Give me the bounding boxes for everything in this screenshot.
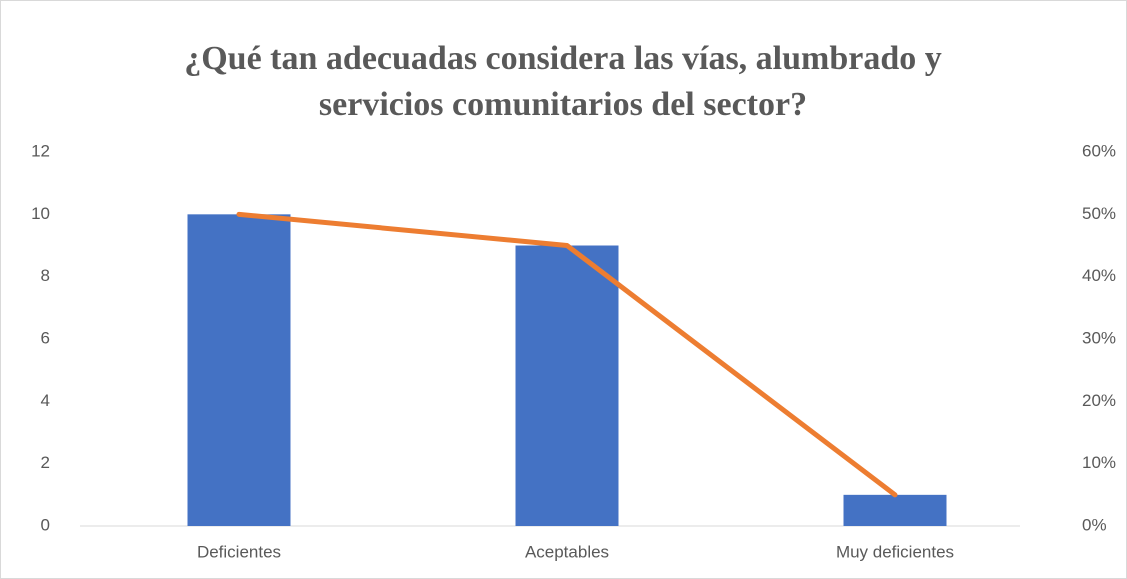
y-tick-label: 12 <box>31 141 50 160</box>
y-tick-label: 8 <box>41 266 50 285</box>
chart-title: ¿Qué tan adecuadas considera las vías, a… <box>184 40 942 123</box>
line <box>236 211 898 498</box>
y2-tick-label: 40% <box>1082 266 1116 285</box>
bar <box>515 245 619 526</box>
y2-tick-label: 0% <box>1082 515 1107 534</box>
y2-tick-label: 20% <box>1082 391 1116 410</box>
y2-tick-label: 60% <box>1082 141 1116 160</box>
y-tick-label: 4 <box>41 391 50 410</box>
y-tick-label: 6 <box>41 328 50 347</box>
y2-tick-label: 50% <box>1082 204 1116 223</box>
y-tick-label: 2 <box>41 453 50 472</box>
x-tick-label: Muy deficientes <box>836 542 954 561</box>
y2-tick-label: 10% <box>1082 453 1116 472</box>
x-tick-label: Deficientes <box>197 542 281 561</box>
x-tick-label: Aceptables <box>525 542 609 561</box>
bar <box>843 494 947 526</box>
bar <box>187 214 291 527</box>
y-tick-label: 10 <box>31 204 50 223</box>
y2-tick-label: 30% <box>1082 328 1116 347</box>
y-tick-label: 0 <box>41 515 50 534</box>
